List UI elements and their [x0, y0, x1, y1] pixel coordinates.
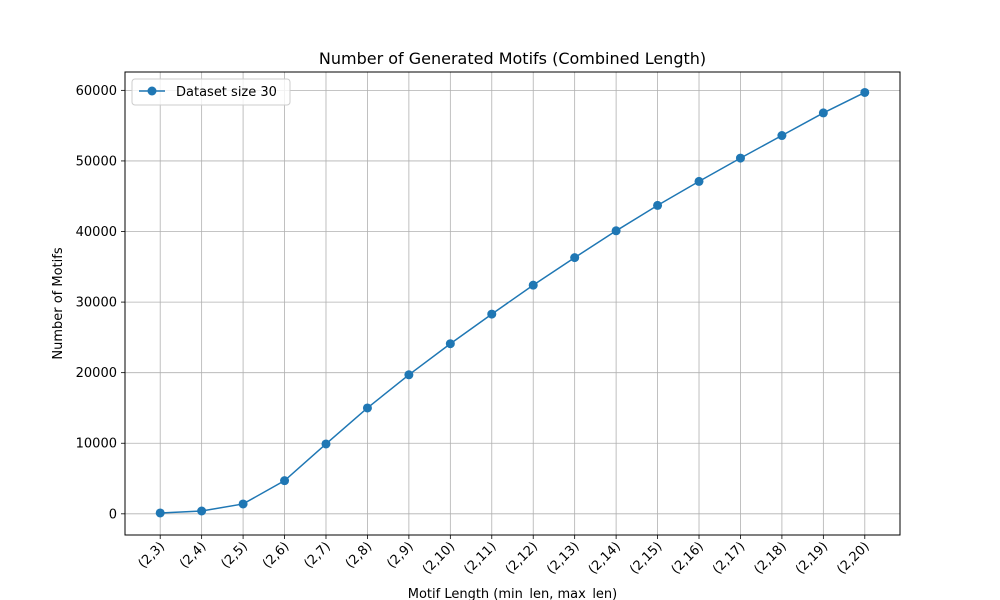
data-point [238, 499, 248, 509]
x-tick-label: (2,7) [301, 539, 333, 571]
y-axis-label: Number of Motifs [51, 247, 66, 359]
x-tick-label: (2,9) [384, 539, 416, 571]
legend-label: Dataset size 30 [176, 85, 277, 100]
chart-title: Number of Generated Motifs (Combined Len… [319, 49, 706, 68]
data-point [321, 439, 331, 449]
y-tick-label: 10000 [76, 437, 117, 452]
grid [125, 72, 900, 535]
data-point [777, 131, 787, 141]
y-tick-label: 30000 [76, 296, 117, 311]
legend: Dataset size 30 [131, 78, 291, 106]
legend-frame [131, 78, 291, 106]
data-point [155, 508, 165, 518]
y-tick-label: 50000 [76, 154, 117, 169]
x-tick-label: (2,14) [586, 539, 624, 577]
y-tick-label: 40000 [76, 225, 117, 240]
data-point [528, 280, 538, 290]
data-point [487, 309, 497, 319]
x-tick-label: (2,18) [751, 539, 789, 577]
x-tick-label: (2,11) [461, 539, 499, 577]
data-point [653, 200, 663, 210]
data-point [694, 176, 704, 186]
series-layer [155, 87, 870, 518]
data-point [445, 339, 455, 349]
data-point [860, 87, 870, 97]
x-tick-label: (2,5) [219, 539, 251, 571]
x-tick-label: (2,15) [627, 539, 665, 577]
axis-ticks: (2,3) (2,4) (2,5) (2,6) (2,7) (2,8) (2,9) (2,10… [76, 84, 873, 578]
y-tick-label: 20000 [76, 366, 117, 381]
x-tick-label: (2,17) [710, 539, 748, 577]
y-tick-label: 0 [109, 507, 117, 522]
x-tick-label: (2,4) [177, 539, 209, 571]
x-tick-label: (2,12) [503, 539, 541, 577]
x-tick-label: (2,13) [544, 539, 582, 577]
data-point [735, 153, 745, 163]
x-tick-label: (2,16) [669, 539, 707, 577]
x-tick-label: (2,19) [793, 539, 831, 577]
legend-marker [147, 86, 157, 96]
x-tick-label: (2,8) [343, 539, 375, 571]
data-point [611, 226, 621, 236]
data-point [404, 370, 414, 380]
data-point [818, 108, 828, 118]
x-tick-label: (2,6) [260, 539, 292, 571]
data-point [197, 506, 207, 516]
x-tick-label: (2,10) [420, 539, 458, 577]
y-tick-label: 60000 [76, 84, 117, 99]
plot-frame [124, 71, 901, 536]
data-point [362, 403, 372, 413]
x-axis-label: Motif Length (min_len, max_len) [408, 587, 618, 600]
data-point [570, 253, 580, 263]
data-point [280, 476, 290, 486]
series-line [160, 91, 866, 514]
x-tick-label: (2,20) [834, 539, 872, 577]
x-tick-label: (2,3) [136, 539, 168, 571]
